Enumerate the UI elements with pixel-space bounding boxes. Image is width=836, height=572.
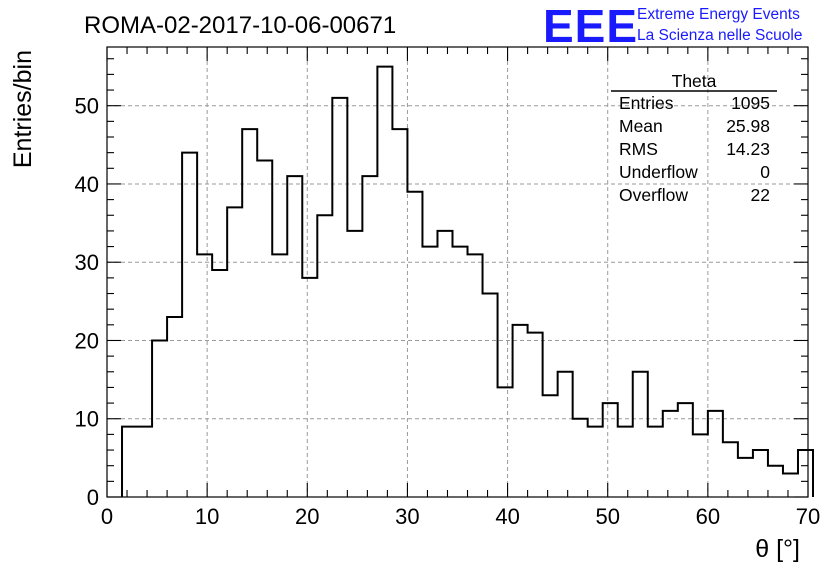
x-tick-label: 10 [195,504,219,529]
y-tick-label: 0 [87,485,99,510]
stats-label: Overflow [619,185,688,205]
y-tick-label: 50 [75,94,99,119]
grid-lines [107,47,808,497]
stats-label: RMS [619,139,658,159]
stats-label: Mean [619,116,663,136]
x-tick-label: 30 [395,504,419,529]
stats-value: 0 [760,162,770,182]
y-tick-label: 10 [75,407,99,432]
y-tick-label: 30 [75,250,99,275]
logo-line-1: Extreme Energy Events [637,6,800,23]
stats-value: 25.98 [726,116,770,136]
stats-value: 1095 [731,93,770,113]
y-axis-label: Entries/bin [9,50,37,168]
x-tick-label: 60 [696,504,720,529]
stats-box: Theta Entries 1095 Mean 25.98 RMS 14.23 Underf… [611,71,777,205]
axes [106,46,809,498]
x-tick-label: 0 [101,504,113,529]
x-tick-label: 50 [595,504,619,529]
logo-line-2: La Scienza nelle Scuole [637,27,802,44]
eee-logo: EEE Extreme Energy Events La Scienza nel… [543,0,802,52]
tick-labels: 0 10 20 30 40 50 60 70 0 10 20 30 40 50 [75,94,821,529]
histogram-bins [121,65,815,497]
stats-label: Entries [619,93,674,113]
x-tick-label: 20 [295,504,319,529]
histogram-outline [121,65,815,497]
y-tick-label: 40 [75,172,99,197]
chart-title: ROMA-02-2017-10-06-00671 [84,12,396,39]
stats-value: 22 [751,185,770,205]
stats-label: Underflow [619,162,698,182]
stats-title: Theta [672,71,717,91]
stats-value: 14.23 [726,139,770,159]
logo-text: EEE [543,0,638,52]
plot-frame [106,46,809,498]
y-tick-label: 20 [75,328,99,353]
x-tick-label: 40 [495,504,519,529]
x-axis-label: θ [°] [755,535,800,563]
x-tick-label: 70 [796,504,820,529]
